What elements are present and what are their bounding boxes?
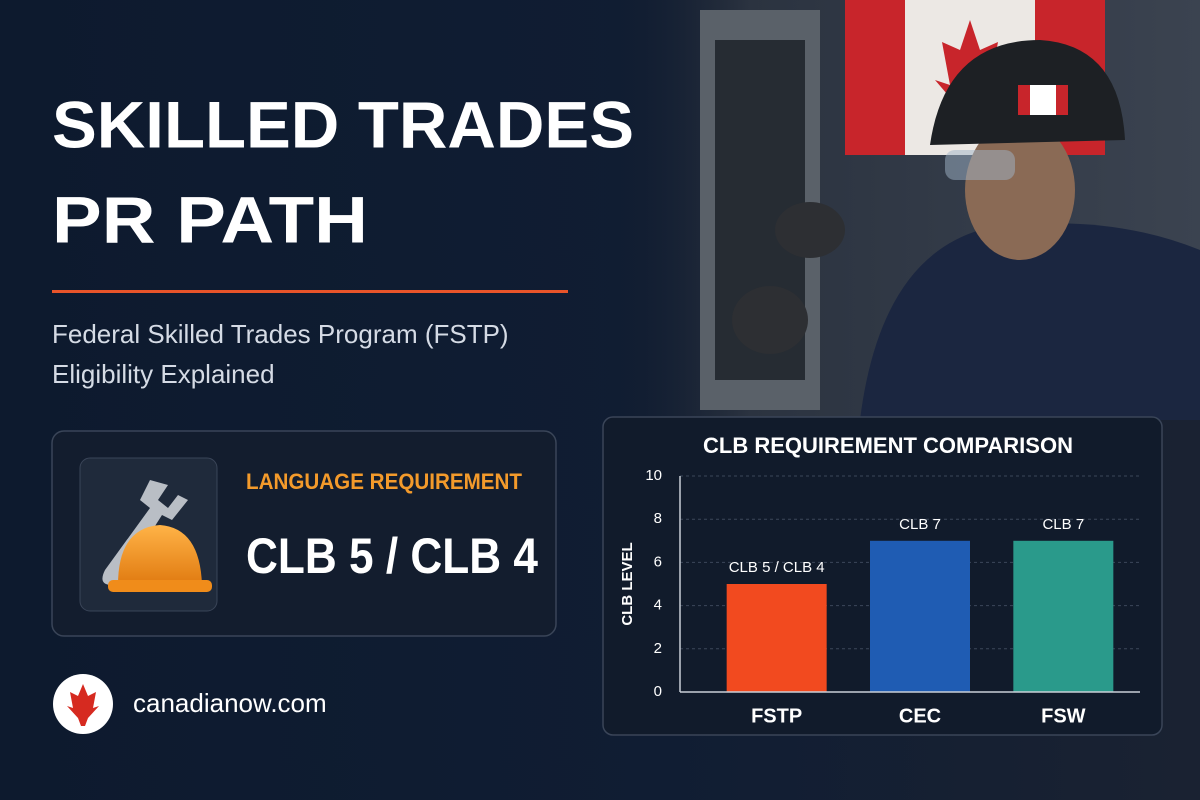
card-value: CLB 5 / CLB 4 xyxy=(246,528,538,584)
subtitle: Eligibility Explained xyxy=(52,359,275,389)
y-tick-label: 10 xyxy=(645,467,662,484)
y-tick-label: 8 xyxy=(654,510,662,527)
safety-glasses xyxy=(945,150,1015,180)
chart-title: CLB REQUIREMENT COMPARISON xyxy=(703,433,1073,458)
y-tick-label: 2 xyxy=(654,640,662,657)
card-label: LANGUAGE REQUIREMENT xyxy=(246,469,523,494)
subtitle: Federal Skilled Trades Program (FSTP) xyxy=(52,319,509,349)
helmet-icon xyxy=(118,525,202,585)
y-tick-label: 6 xyxy=(654,553,662,570)
flag-red xyxy=(845,0,905,155)
logo-leaf xyxy=(67,684,99,726)
helmet-flag xyxy=(1030,85,1056,115)
title: PR PATH xyxy=(52,182,368,256)
value-label: CLB 7 xyxy=(899,516,941,533)
helmet-brim xyxy=(108,580,212,592)
glove xyxy=(775,202,845,258)
photo xyxy=(600,0,1200,420)
value-label: CLB 5 / CLB 4 xyxy=(729,559,825,576)
x-tick-label: CEC xyxy=(899,705,941,727)
y-tick-label: 0 xyxy=(654,683,662,700)
bar xyxy=(726,584,827,692)
title: SKILLED TRADES xyxy=(52,87,634,161)
divider xyxy=(52,290,568,293)
bar xyxy=(870,540,970,692)
website: canadianow.com xyxy=(133,688,327,718)
y-tick-label: 4 xyxy=(654,597,662,614)
bar xyxy=(1013,540,1114,692)
value-label: CLB 7 xyxy=(1042,516,1084,533)
worker-body xyxy=(860,223,1200,420)
x-tick-label: FSW xyxy=(1041,705,1086,727)
x-tick-label: FSTP xyxy=(751,705,802,727)
y-axis-label: CLB LEVEL xyxy=(619,542,636,625)
chart: 0 2 4 6 8 10 FSTP CLB 5 / CLB 4 CEC CLB 7 FSW CLB 7 xyxy=(645,467,1140,727)
glove xyxy=(732,286,808,354)
